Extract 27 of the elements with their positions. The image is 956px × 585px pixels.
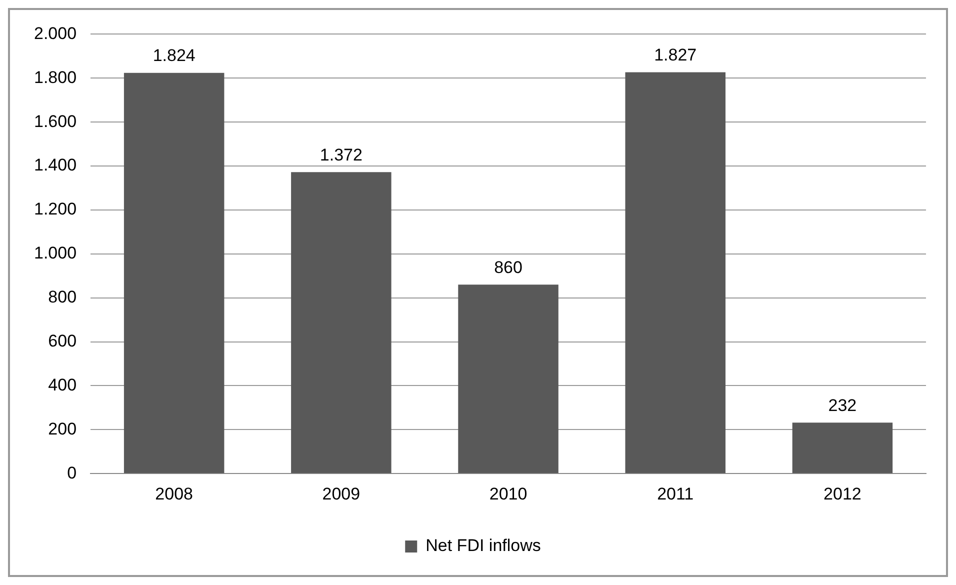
y-tick-label: 800 <box>48 288 77 307</box>
data-label: 1.372 <box>320 145 362 164</box>
x-tick-label: 2011 <box>657 484 694 504</box>
x-tick-label: 2012 <box>824 484 862 504</box>
y-tick-label: 600 <box>48 331 77 350</box>
y-tick-label: 0 <box>67 463 77 482</box>
data-label: 1.824 <box>152 46 196 66</box>
x-tick-label: 2010 <box>489 484 528 504</box>
bar <box>291 172 392 474</box>
y-tick-label: 2.000 <box>34 24 77 43</box>
bar <box>792 422 893 474</box>
x-tick-label: 2009 <box>322 484 360 504</box>
bar <box>625 72 726 474</box>
y-tick-label: 1.600 <box>34 112 77 131</box>
data-label: 232 <box>828 396 857 415</box>
legend-label: Net FDI inflows <box>426 536 541 556</box>
y-tick-label: 1.800 <box>34 68 77 87</box>
y-tick-label: 400 <box>48 375 77 394</box>
bar <box>124 72 224 474</box>
y-tick-label: 1.200 <box>34 200 77 219</box>
data-label: 860 <box>494 258 522 277</box>
x-tick-label: 2008 <box>155 484 193 504</box>
data-label: 1.827 <box>654 45 697 64</box>
y-tick-label: 1.400 <box>34 156 77 175</box>
y-tick-label: 1.000 <box>34 244 77 263</box>
y-tick-label: 200 <box>48 419 77 438</box>
bar <box>458 284 558 474</box>
